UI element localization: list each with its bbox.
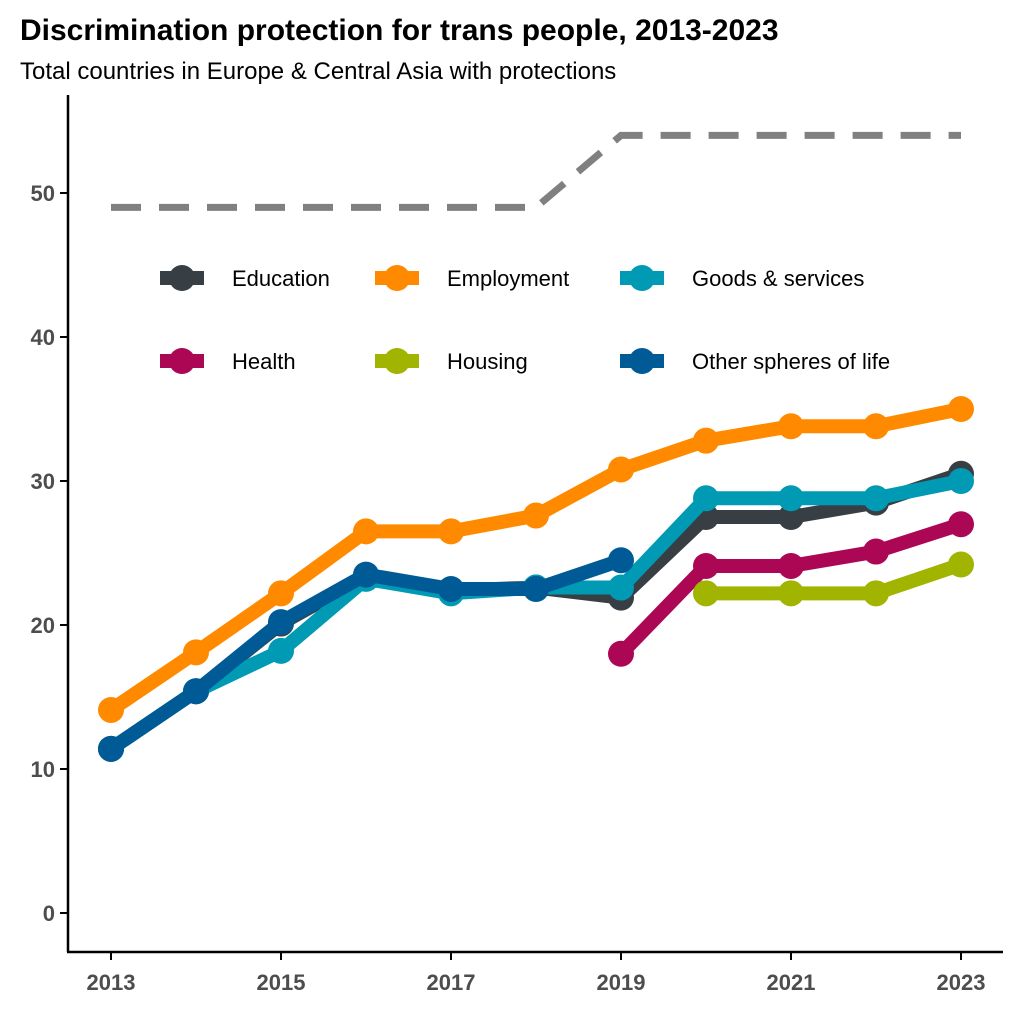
- reference-line-group: [111, 131, 961, 211]
- employment-point-2015: [268, 580, 294, 607]
- health-point-2022: [863, 538, 889, 565]
- chart-title: Discrimination protection for trans peop…: [20, 14, 779, 47]
- legend: Education Employment Goods & services Healt…: [160, 265, 890, 374]
- employment-point-2018: [523, 502, 549, 529]
- y-tick-label: 20: [31, 613, 55, 638]
- y-tick-label: 0: [43, 901, 55, 926]
- legend-item-goods-services: Goods & services: [620, 265, 864, 291]
- y-tick-label: 40: [31, 325, 55, 350]
- series-other-spheres-of-life: [98, 547, 634, 762]
- other-spheres-of-life-point-2015: [268, 609, 294, 636]
- goods-services-point-2015: [268, 637, 294, 664]
- employment-point-2019: [608, 456, 634, 483]
- x-tick-label: 2021: [767, 970, 816, 995]
- employment-point-2016: [353, 518, 379, 545]
- legend-label: Other spheres of life: [692, 349, 890, 374]
- employment-point-2014: [183, 639, 209, 666]
- legend-item-health: Health: [160, 348, 296, 374]
- goods-services-point-2019: [608, 574, 634, 601]
- x-tick-label: 2015: [257, 970, 306, 995]
- employment-point-2022: [863, 413, 889, 440]
- other-spheres-of-life-point-2014: [183, 678, 209, 705]
- goods-services-point-2023: [948, 468, 974, 494]
- employment-point-2017: [438, 518, 464, 545]
- health-point-2019: [608, 640, 634, 667]
- employment-point-2020: [693, 427, 719, 454]
- legend-key-point: [169, 348, 195, 374]
- reference-dashed-line: [111, 131, 961, 211]
- legend-label: Health: [232, 349, 296, 374]
- series-health: [608, 511, 974, 667]
- health-point-2021: [778, 552, 804, 579]
- other-spheres-of-life-point-2019: [608, 547, 634, 574]
- housing-point-2022: [863, 580, 889, 607]
- employment-point-2021: [778, 413, 804, 440]
- legend-label: Employment: [447, 266, 569, 291]
- legend-key-point: [629, 265, 655, 291]
- axis-ticks: 0 10 20 30 40 50 2013 2015 2017 2019 2021 2023: [31, 181, 986, 995]
- legend-key-point: [169, 265, 195, 291]
- x-tick-label: 2019: [597, 970, 646, 995]
- legend-label: Housing: [447, 349, 528, 374]
- housing-point-2023: [948, 551, 974, 578]
- other-spheres-of-life-point-2016: [353, 561, 379, 588]
- housing-point-2021: [778, 580, 804, 607]
- employment-point-2013: [98, 696, 124, 723]
- legend-key-point: [384, 265, 410, 291]
- other-spheres-of-life-point-2017: [438, 576, 464, 602]
- y-tick-label: 30: [31, 469, 55, 494]
- x-tick-label: 2013: [87, 970, 136, 995]
- legend-item-housing: Housing: [375, 348, 528, 374]
- other-spheres-of-life-point-2018: [523, 576, 549, 602]
- legend-item-employment: Employment: [375, 265, 569, 291]
- x-tick-label: 2017: [427, 970, 476, 995]
- chart-subtitle: Total countries in Europe & Central Asia…: [20, 58, 617, 85]
- education-point-2021: [778, 504, 804, 530]
- other-spheres-of-life-point-2013: [98, 735, 124, 762]
- legend-label: Goods & services: [692, 266, 864, 291]
- health-point-2020: [693, 552, 719, 579]
- series-employment: [98, 396, 974, 723]
- legend-item-other-spheres-of-life: Other spheres of life: [620, 348, 890, 374]
- goods-services-point-2022: [863, 485, 889, 512]
- y-tick-label: 50: [31, 181, 55, 206]
- legend-label: Education: [232, 266, 330, 291]
- x-tick-label: 2023: [937, 970, 986, 995]
- legend-key-point: [629, 348, 655, 374]
- housing-line: [706, 557, 964, 601]
- housing-point-2020: [693, 580, 719, 607]
- legend-item-education: Education: [160, 265, 330, 291]
- goods-services-point-2021: [778, 485, 804, 512]
- health-point-2023: [948, 511, 974, 538]
- goods-services-point-2020: [693, 485, 719, 512]
- y-tick-label: 10: [31, 757, 55, 782]
- series-housing: [693, 551, 974, 607]
- series-group: [98, 396, 974, 762]
- employment-point-2023: [948, 396, 974, 422]
- legend-key-point: [384, 348, 410, 374]
